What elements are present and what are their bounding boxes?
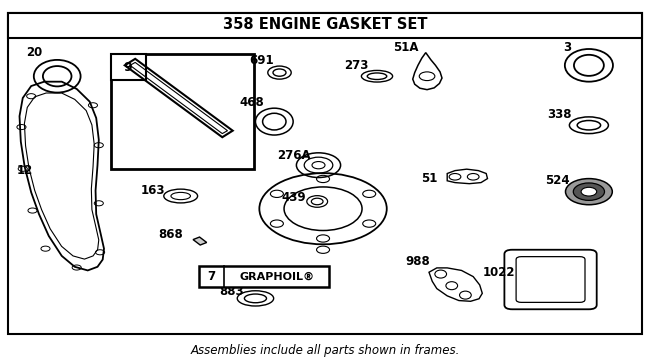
Bar: [8, 13, 642, 38]
Text: 20: 20: [26, 46, 42, 59]
Circle shape: [566, 179, 612, 205]
Text: 7: 7: [207, 270, 215, 284]
Text: 868: 868: [158, 228, 183, 241]
Text: 3: 3: [563, 41, 571, 54]
Text: 439: 439: [281, 191, 306, 204]
Text: 51: 51: [421, 172, 437, 185]
Circle shape: [581, 187, 597, 196]
Circle shape: [573, 183, 604, 200]
Text: 51A: 51A: [393, 41, 419, 54]
Text: 273: 273: [344, 59, 369, 72]
Text: 276A: 276A: [277, 149, 311, 162]
Text: 358 ENGINE GASKET SET: 358 ENGINE GASKET SET: [223, 17, 427, 32]
Text: 338: 338: [547, 108, 571, 121]
Text: 1022: 1022: [483, 266, 515, 279]
Bar: [111, 54, 254, 169]
Text: 468: 468: [240, 96, 265, 109]
Bar: [8, 13, 642, 334]
Text: Assemblies include all parts shown in frames.: Assemblies include all parts shown in fr…: [190, 344, 460, 357]
Text: 524: 524: [545, 174, 570, 187]
Text: 9: 9: [124, 61, 133, 74]
Text: 163: 163: [140, 184, 165, 197]
Text: 988: 988: [406, 255, 430, 268]
Polygon shape: [193, 237, 207, 245]
Bar: [111, 54, 146, 80]
Text: 12: 12: [17, 164, 32, 177]
Text: GRAPHOIL®: GRAPHOIL®: [239, 272, 315, 282]
Bar: [199, 266, 329, 287]
Text: 883: 883: [219, 285, 244, 298]
Text: 691: 691: [249, 54, 274, 68]
